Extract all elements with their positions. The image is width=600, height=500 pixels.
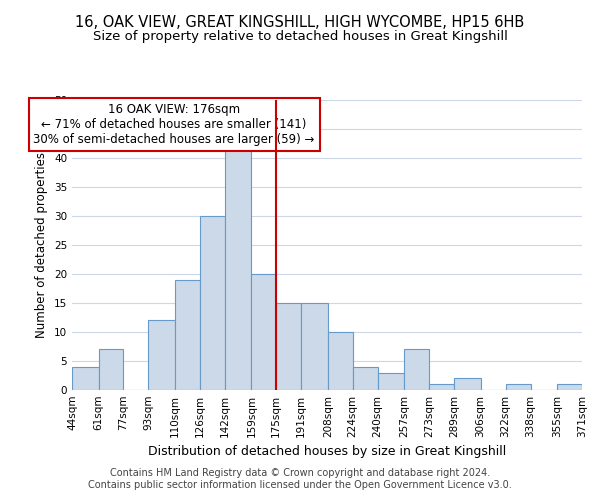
- Bar: [225, 146, 251, 390]
- Text: 16 OAK VIEW: 176sqm
← 71% of detached houses are smaller (141)
30% of semi-detac: 16 OAK VIEW: 176sqm ← 71% of detached ho…: [34, 103, 315, 146]
- Bar: [353, 367, 377, 390]
- Bar: [200, 216, 225, 390]
- X-axis label: Distribution of detached houses by size in Great Kingshill: Distribution of detached houses by size …: [148, 446, 506, 458]
- Bar: [175, 280, 200, 390]
- Bar: [429, 384, 454, 390]
- Bar: [557, 384, 582, 390]
- Bar: [328, 332, 353, 390]
- Text: 16, OAK VIEW, GREAT KINGSHILL, HIGH WYCOMBE, HP15 6HB: 16, OAK VIEW, GREAT KINGSHILL, HIGH WYCO…: [76, 15, 524, 30]
- Bar: [404, 350, 429, 390]
- Bar: [377, 372, 404, 390]
- Bar: [506, 384, 530, 390]
- Bar: [277, 303, 301, 390]
- Text: Size of property relative to detached houses in Great Kingshill: Size of property relative to detached ho…: [92, 30, 508, 43]
- Bar: [454, 378, 481, 390]
- Y-axis label: Number of detached properties: Number of detached properties: [35, 152, 49, 338]
- Bar: [98, 350, 124, 390]
- Bar: [251, 274, 277, 390]
- Bar: [148, 320, 175, 390]
- Bar: [301, 303, 328, 390]
- Text: Contains HM Land Registry data © Crown copyright and database right 2024.
Contai: Contains HM Land Registry data © Crown c…: [88, 468, 512, 490]
- Bar: [72, 367, 98, 390]
